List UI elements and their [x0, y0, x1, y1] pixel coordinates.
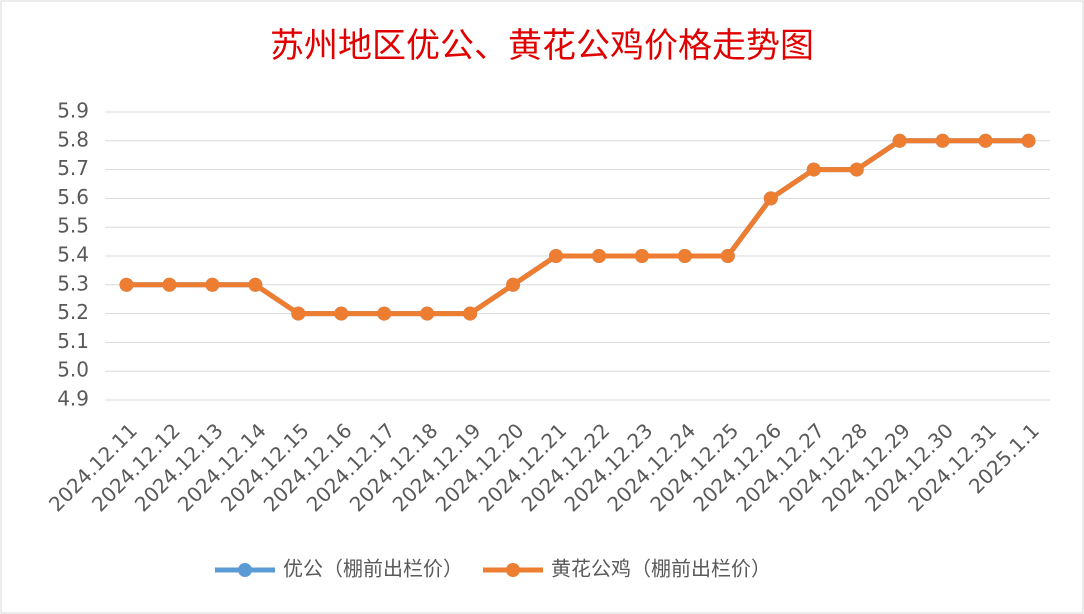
data-point — [892, 133, 907, 148]
data-point — [806, 162, 821, 177]
data-point — [763, 191, 778, 206]
data-point — [978, 133, 993, 148]
data-point — [849, 162, 864, 177]
y-tick-label: 5.8 — [57, 127, 89, 151]
y-tick-label: 5.0 — [57, 358, 89, 382]
y-tick-label: 5.5 — [57, 214, 89, 238]
data-point — [248, 277, 263, 292]
y-tick-label: 5.7 — [57, 156, 89, 180]
legend-label: 黄花公鸡（棚前出栏价） — [551, 557, 771, 581]
chart-title: 苏州地区优公、黄花公鸡价格走势图 — [270, 26, 814, 66]
data-point — [1021, 133, 1036, 148]
legend-marker — [506, 563, 520, 577]
data-point — [291, 306, 306, 321]
y-tick-label: 5.4 — [57, 243, 89, 267]
data-point — [463, 306, 478, 321]
data-point — [677, 249, 692, 263]
data-point — [162, 277, 177, 292]
series-line — [126, 138, 1029, 317]
legend-label: 优公（棚前出栏价） — [283, 557, 463, 581]
data-point — [377, 306, 392, 321]
y-tick-label: 5.2 — [57, 300, 89, 324]
y-tick-label: 5.3 — [57, 271, 89, 295]
data-point — [549, 249, 564, 263]
data-point — [634, 249, 649, 263]
data-point — [420, 306, 435, 321]
y-tick-label: 5.1 — [57, 329, 89, 353]
y-tick-label: 5.9 — [57, 99, 89, 123]
data-point — [205, 277, 220, 292]
data-point — [720, 249, 735, 263]
data-point — [334, 306, 349, 321]
y-tick-label: 5.6 — [57, 185, 89, 209]
data-point — [506, 277, 521, 292]
legend-marker — [238, 563, 252, 577]
data-point — [591, 249, 606, 263]
data-point — [935, 133, 950, 148]
y-tick-label: 4.9 — [57, 387, 89, 411]
data-point — [119, 277, 134, 292]
